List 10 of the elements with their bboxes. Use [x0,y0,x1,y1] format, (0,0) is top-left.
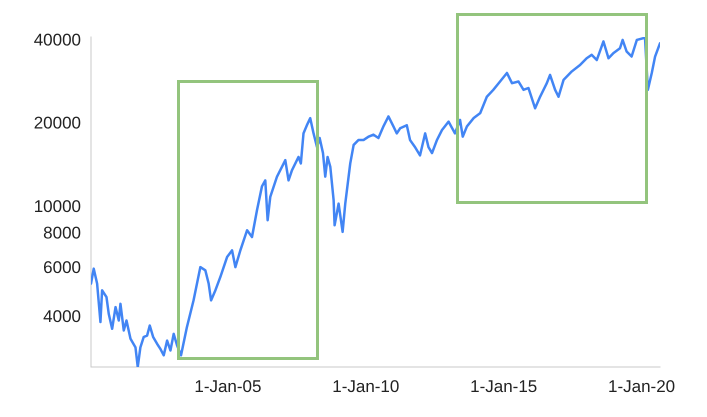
x-tick-label: 1-Jan-15 [470,376,538,396]
y-tick-label: 40000 [34,30,81,50]
y-tick-label: 20000 [34,114,81,133]
y-tick-label: 4000 [43,306,81,326]
x-tick-label: 1-Jan-10 [332,376,400,396]
y-tick-label: 6000 [43,258,81,278]
x-tick-label: 1-Jan-20 [608,376,676,396]
y-tick-label: 8000 [43,224,81,243]
y-tick-label: 10000 [34,196,81,216]
x-tick-label: 1-Jan-05 [194,376,262,396]
